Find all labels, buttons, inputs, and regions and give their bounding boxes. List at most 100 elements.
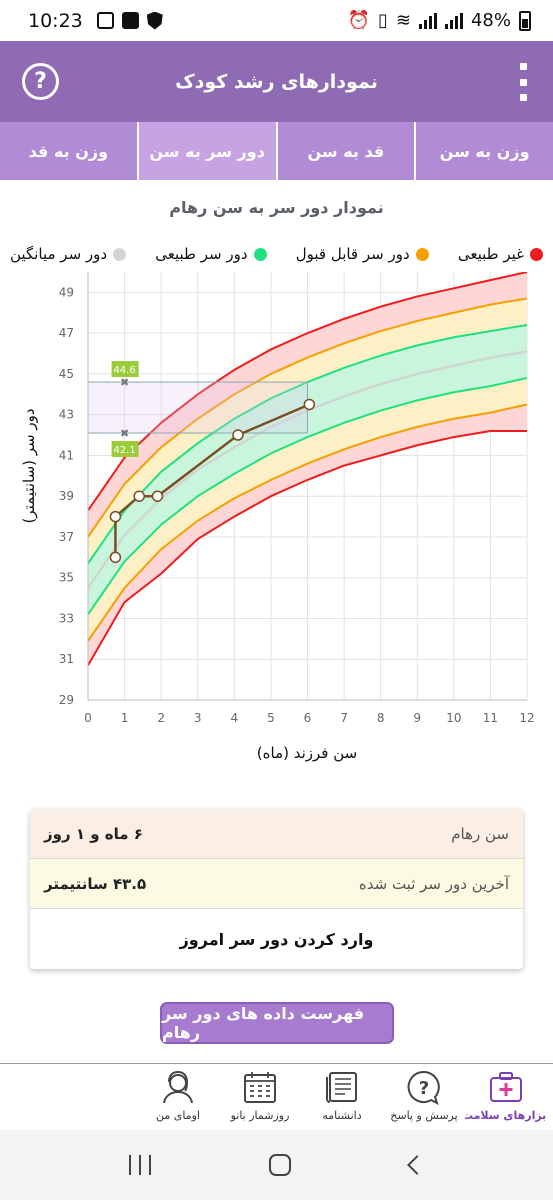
nav-label: اومای من	[156, 1109, 200, 1122]
y-tick-label: 39	[59, 489, 74, 503]
x-tick-label: 8	[377, 711, 385, 725]
x-tick-label: 4	[231, 711, 239, 725]
page-title: نمودارهای رشد کودک	[175, 70, 378, 93]
question-bubble-icon: ?	[407, 1070, 440, 1105]
age-value: ۶ ماه و ۱ روز	[44, 824, 143, 843]
tab-height-for-age[interactable]: قد به سن	[275, 122, 415, 180]
curve-lower-abnormal	[87, 429, 527, 666]
status-time: 10:23	[28, 9, 83, 32]
battery-icon	[519, 10, 531, 31]
y-tick-label: 33	[59, 611, 74, 625]
tab-weight-for-height[interactable]: وزن به قد	[28, 141, 109, 161]
status-right: ⏰ ▯ ≋ 48%	[348, 10, 531, 31]
x-tick-label: 6	[304, 711, 312, 725]
measurement-point	[232, 429, 244, 441]
y-tick-label: 41	[59, 448, 74, 462]
y-tick-label: 31	[59, 652, 74, 666]
svg-text:?: ?	[419, 1078, 429, 1099]
x-tick-label: 1	[121, 711, 129, 725]
encyclopedia-icon	[326, 1072, 357, 1103]
shield-icon	[146, 11, 163, 30]
back-button[interactable]	[406, 1155, 427, 1175]
legend-item-abnormal: غیر طبیعی	[458, 245, 543, 263]
curve-lower-acceptable	[87, 403, 528, 642]
nav-label: پرسش و پاسخ	[390, 1109, 458, 1122]
app-header: ? نمودارهای رشد کودک	[0, 41, 553, 122]
last-measurement-label: آخرین دور سر ثبت شده	[358, 874, 509, 893]
battery-percent: 48%	[470, 10, 511, 31]
chart-tabs: وزن به سن قد به سن دور سر به سن وزن به ق…	[0, 122, 553, 180]
band-normal	[88, 324, 527, 615]
overflow-menu-button[interactable]	[517, 63, 529, 101]
calendar-icon	[244, 1072, 276, 1103]
legend-item-acceptable: دور سر قابل قبول	[296, 245, 429, 263]
legend-item-median: دور سر میانگین	[10, 245, 127, 263]
system-nav-bar	[0, 1130, 553, 1200]
annotation-marker: ✖	[120, 427, 129, 440]
age-row: سن رهام ۶ ماه و ۱ روز	[30, 809, 523, 859]
nav-item-profile[interactable]: اومای من	[137, 1064, 219, 1130]
wifi-icon: ≋	[395, 10, 411, 31]
legend-dot-icon	[253, 247, 267, 261]
medical-kit-icon	[490, 1072, 522, 1102]
nav-item-questions[interactable]: ? پرسش و پاسخ	[383, 1064, 465, 1130]
profile-icon	[163, 1070, 193, 1104]
measurement-point	[151, 490, 164, 502]
y-tick-label: 35	[59, 571, 74, 585]
help-button[interactable]: ?	[22, 63, 59, 100]
annotation-label: 44.6	[113, 365, 135, 376]
x-tick-label: 2	[157, 711, 165, 725]
x-tick-label: 9	[413, 711, 421, 725]
measurement-point	[109, 510, 122, 523]
legend-dot-icon	[529, 247, 543, 261]
annotation-badge	[111, 441, 139, 458]
annotation-label: 42.1	[113, 445, 135, 456]
home-button[interactable]	[269, 1154, 292, 1176]
nav-label: ابزارهای سلامت	[465, 1109, 547, 1122]
nav-item-calendar[interactable]: روزشمار بانو	[219, 1064, 301, 1130]
y-tick-label: 49	[59, 285, 74, 299]
last-measurement-row: آخرین دور سر ثبت شده ۴۳.۵ سانتیمتر	[30, 859, 523, 909]
annotation-badge	[111, 361, 139, 378]
chart-legend: غیر طبیعی دور سر قابل قبول دور سر طبیعی …	[10, 245, 543, 263]
y-tick-label: 37	[59, 530, 74, 544]
menu-dot-icon	[519, 78, 527, 86]
measurement-point	[109, 551, 122, 564]
nav-item-health-tools[interactable]: ابزارهای سلامت	[465, 1064, 547, 1130]
age-label: سن رهام	[451, 824, 509, 843]
tab-head-circumference-for-age[interactable]: دور سر به سن	[136, 122, 276, 180]
menu-dot-icon	[519, 94, 527, 101]
y-axis-title: دور سر (سانتیمتر)	[20, 408, 38, 523]
x-tick-label: 7	[340, 711, 348, 725]
y-tick-label: 29	[59, 693, 74, 707]
x-tick-label: 5	[267, 711, 275, 725]
status-left: 10:23	[28, 10, 163, 32]
gallery-notification-icon	[96, 12, 114, 29]
tab-weight-for-age[interactable]: وزن به سن	[414, 122, 553, 180]
measurement-point	[303, 398, 316, 411]
y-tick-label: 43	[59, 408, 74, 422]
enter-today-measurement-button[interactable]: وارد کردن دور سر امروز	[179, 929, 374, 949]
head-circumference-chart: 0 1 2 3 4 5 6 7 8 9 10 11 122931333537394143454749سن…	[20, 272, 535, 762]
y-tick-label: 45	[59, 367, 74, 381]
measurement-point	[133, 490, 145, 502]
legend-label: غیر طبیعی	[457, 245, 524, 263]
legend-label: دور سر میانگین	[10, 245, 108, 263]
highlight-range-box	[87, 381, 308, 434]
measurement-list-button[interactable]: فهرست داده های دور سر رهام	[160, 1002, 394, 1044]
y-tick-label: 47	[59, 326, 74, 340]
measurement-line	[114, 403, 310, 558]
x-tick-label: 10	[446, 711, 461, 725]
legend-item-normal: دور سر طبیعی	[155, 245, 267, 263]
status-bar: 10:23 ⏰ ▯ ≋ 48%	[0, 0, 553, 41]
nav-label: دانشنامه	[322, 1109, 362, 1122]
last-measurement-value: ۴۳.۵ سانتیمتر	[44, 874, 147, 893]
menu-dot-icon	[519, 63, 527, 70]
info-card: سن رهام ۶ ماه و ۱ روز آخرین دور سر ثبت ش…	[30, 809, 523, 969]
annotation-marker: ✖	[120, 376, 129, 389]
recent-apps-button[interactable]	[129, 1155, 152, 1175]
x-tick-label: 11	[483, 711, 498, 725]
nav-item-encyclopedia[interactable]: دانشنامه	[301, 1064, 383, 1130]
help-icon: ?	[34, 69, 47, 94]
